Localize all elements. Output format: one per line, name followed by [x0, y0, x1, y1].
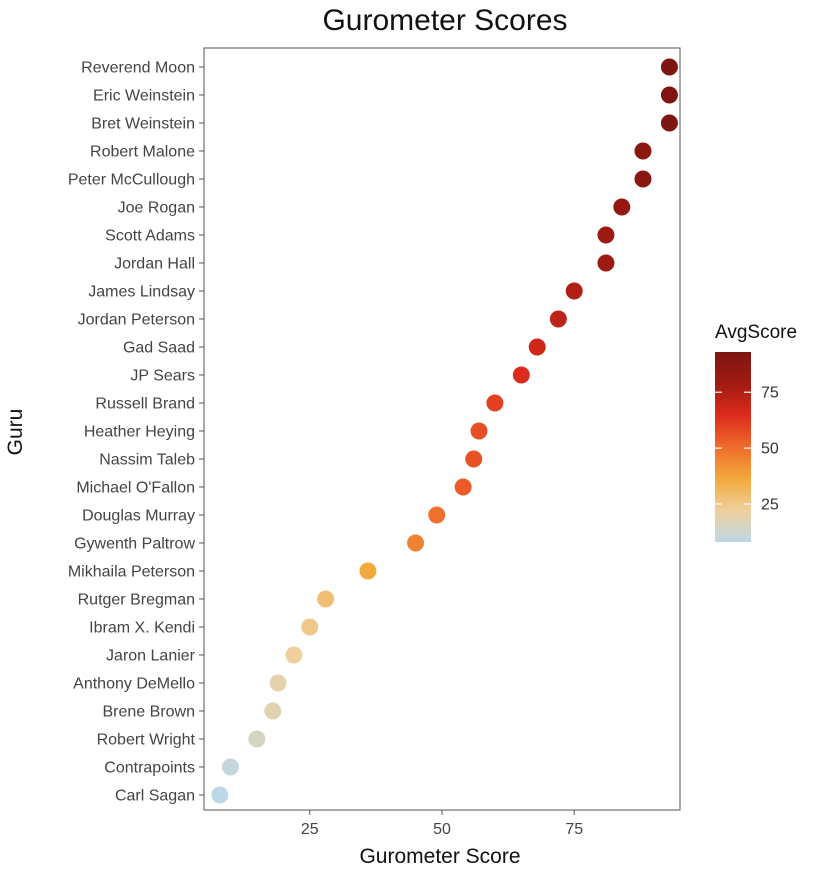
x-axis-title: Gurometer Score: [359, 845, 520, 868]
y-axis: Reverend Moon Eric Weinstein Bret Weinstei…: [68, 60, 204, 805]
y-tick-label: Ibram X. Kendi: [89, 620, 195, 637]
y-tick-label: Brene Brown: [103, 704, 196, 721]
y-tick-label: Robert Malone: [90, 144, 195, 161]
data-point: [597, 254, 615, 272]
data-point: [549, 310, 567, 328]
data-point: [359, 562, 377, 580]
data-point: [486, 394, 504, 412]
x-axis: 25 50 75: [301, 810, 583, 838]
y-tick-label: Heather Heying: [84, 424, 195, 441]
y-tick-label: Reverend Moon: [81, 60, 195, 77]
y-tick-label: Michael O'Fallon: [76, 480, 195, 497]
data-point: [454, 478, 472, 496]
y-tick-label: Jordan Hall: [114, 256, 195, 273]
y-tick-label: Anthony DeMello: [73, 676, 195, 693]
data-point: [634, 142, 652, 160]
y-tick-label: Rutger Bregman: [78, 592, 195, 609]
data-point: [470, 422, 488, 440]
legend-title: AvgScore: [715, 322, 797, 343]
legend-colorbar: [715, 352, 751, 542]
y-tick-label: Carl Sagan: [115, 788, 195, 805]
y-tick-label: Contrapoints: [104, 760, 195, 777]
data-point: [660, 58, 678, 76]
plot-panel: [203, 47, 681, 811]
data-point: [407, 534, 425, 552]
y-tick-label: Eric Weinstein: [93, 88, 195, 105]
data-point: [301, 618, 319, 636]
data-point: [465, 450, 483, 468]
data-point: [211, 786, 229, 804]
y-tick-label: Jordan Peterson: [78, 312, 195, 329]
legend-tick-label: 25: [761, 497, 779, 514]
data-point: [512, 366, 530, 384]
y-tick-label: Scott Adams: [105, 228, 195, 245]
data-point: [613, 198, 631, 216]
y-tick-label: Robert Wright: [97, 732, 196, 749]
data-point: [269, 674, 287, 692]
x-tick-label: 75: [565, 821, 583, 838]
y-tick-label: Bret Weinstein: [91, 116, 195, 133]
y-tick-label: JP Sears: [130, 368, 195, 385]
y-tick-label: Mikhaila Peterson: [68, 564, 195, 581]
y-tick-label: Joe Rogan: [118, 200, 195, 217]
data-point: [597, 226, 615, 244]
chart-title: Gurometer Scores: [322, 4, 567, 37]
y-tick-label: Nassim Taleb: [99, 452, 195, 469]
data-point: [528, 338, 546, 356]
data-point: [634, 170, 652, 188]
y-axis-title: Guru: [4, 409, 27, 456]
data-point: [264, 702, 282, 720]
y-tick-label: Douglas Murray: [82, 508, 195, 525]
data-point: [428, 506, 446, 524]
y-tick-label: Gywenth Paltrow: [74, 536, 195, 553]
y-tick-label: Peter McCullough: [68, 172, 195, 189]
data-point: [565, 282, 583, 300]
legend-tick-label: 75: [761, 385, 779, 402]
data-points: [211, 58, 678, 804]
data-point: [221, 758, 239, 776]
color-legend: AvgScore 25 50 75: [715, 322, 797, 542]
y-tick-label: Jaron Lanier: [106, 648, 196, 665]
x-tick-label: 50: [433, 821, 451, 838]
data-point: [285, 646, 303, 664]
y-tick-label: Russell Brand: [95, 396, 195, 413]
data-point: [248, 730, 266, 748]
y-tick-label: James Lindsay: [88, 284, 195, 301]
y-tick-label: Gad Saad: [123, 340, 195, 357]
x-tick-label: 25: [301, 821, 319, 838]
legend-tick-label: 50: [761, 441, 779, 458]
data-point: [317, 590, 335, 608]
data-point: [660, 86, 678, 104]
data-point: [660, 114, 678, 132]
legend-ticks: 25 50 75: [715, 385, 779, 514]
